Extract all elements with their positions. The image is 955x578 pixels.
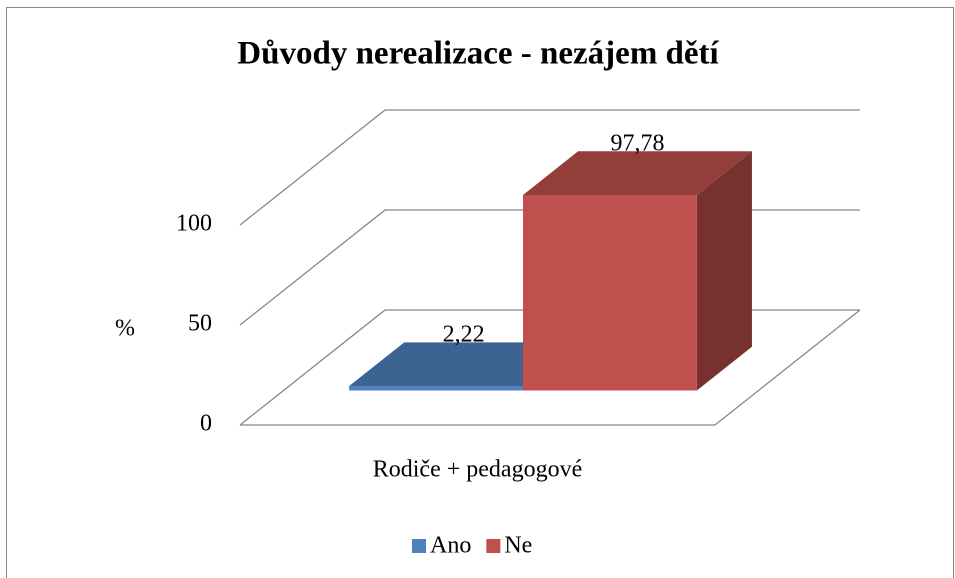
grid-line (239, 109, 860, 226)
bar-side (696, 151, 752, 391)
value-label: 97,78 (610, 131, 664, 157)
bar-top (349, 342, 579, 387)
legend-label: Ano (430, 533, 471, 559)
legend-swatch (486, 539, 501, 553)
y-tick-label: 100 (176, 211, 212, 237)
legend-label: Ne (504, 533, 532, 559)
x-tick-label: Rodiče + pedagogové (373, 457, 582, 483)
chart-title: Důvody nerealizace - nezájem dětí (237, 36, 719, 72)
y-tick-label: 50 (188, 311, 212, 337)
bar-front (523, 194, 697, 391)
value-label: 2,22 (443, 322, 485, 348)
bar-front (349, 386, 523, 391)
legend-swatch (412, 539, 426, 553)
floor-edge (240, 309, 861, 426)
bar-top (523, 151, 752, 195)
chart-border (6, 7, 954, 578)
y-axis-label: % (115, 316, 135, 342)
y-tick-label: 0 (200, 411, 212, 437)
